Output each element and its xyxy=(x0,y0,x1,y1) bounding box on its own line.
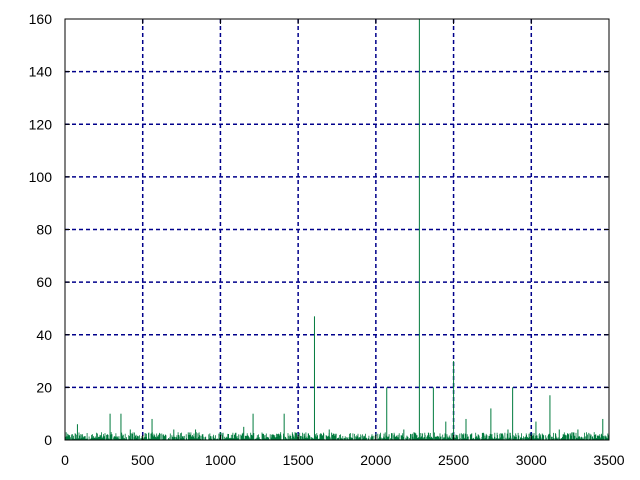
x-tick-label: 0 xyxy=(61,452,69,468)
y-tick-label: 100 xyxy=(29,169,53,185)
axis-ticks xyxy=(64,18,610,441)
y-tick-label: 20 xyxy=(36,379,52,395)
x-tick-label: 1000 xyxy=(205,452,236,468)
y-tick-label: 160 xyxy=(29,11,53,27)
y-axis-tick-labels: 0 20 40 60 80 100 120 140 160 xyxy=(29,11,53,448)
x-axis-tick-labels: 0 500 1000 1500 2000 2500 3000 3500 xyxy=(61,452,625,468)
y-tick-label: 80 xyxy=(36,222,52,238)
x-tick-label: 1500 xyxy=(283,452,314,468)
y-tick-label: 40 xyxy=(36,327,52,343)
y-tick-label: 0 xyxy=(44,432,52,448)
series-baseline-noise xyxy=(64,432,610,440)
series-impulses xyxy=(64,19,610,440)
x-tick-label: 500 xyxy=(131,452,155,468)
x-tick-label: 2500 xyxy=(438,452,469,468)
y-tick-label: 120 xyxy=(29,116,53,132)
y-tick-label: 60 xyxy=(36,274,52,290)
x-tick-label: 3500 xyxy=(593,452,624,468)
x-tick-label: 2000 xyxy=(360,452,391,468)
y-tick-label: 140 xyxy=(29,64,53,80)
grid-lines xyxy=(65,19,609,440)
x-tick-label: 3000 xyxy=(516,452,547,468)
